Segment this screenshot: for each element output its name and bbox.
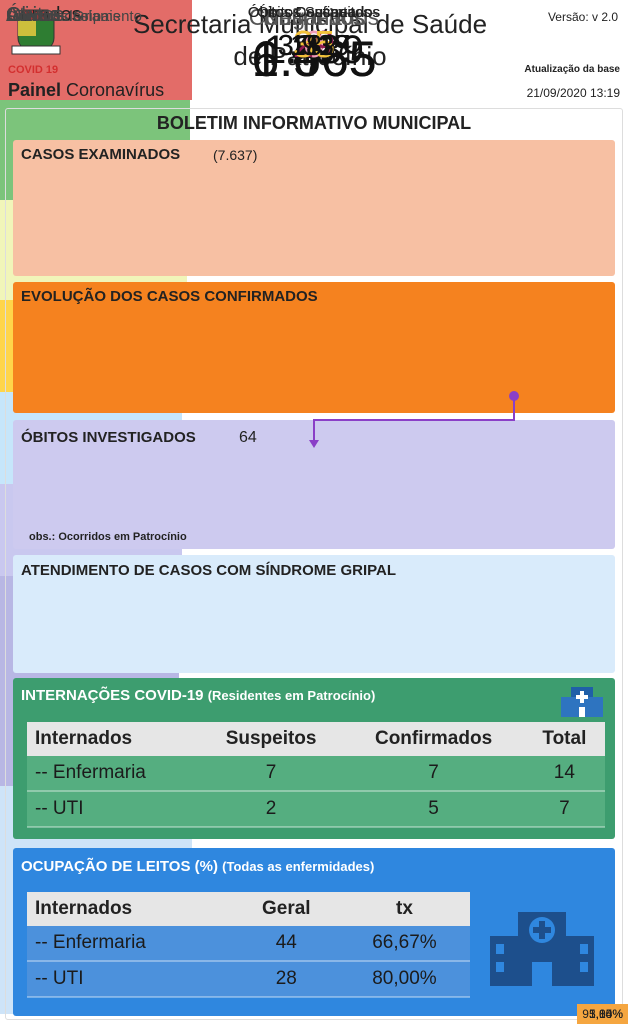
table-cell: -- UTI xyxy=(35,798,84,819)
atendimento-section: ATENDIMENTO DE CASOS COM SÍNDROME GRIPAL xyxy=(13,555,615,673)
hospital-icon xyxy=(561,687,603,717)
bulletin-title: BOLETIM INFORMATIVO MUNICIPAL xyxy=(156,113,472,133)
section-title: OCUPAÇÃO DE LEITOS (%) (Todas as enfermi… xyxy=(21,858,374,875)
card-label: Óbitos Confirmados xyxy=(247,4,381,21)
version: Versão: v 2.0 xyxy=(547,10,618,24)
card-pct: 1,85% xyxy=(588,1007,623,1021)
card-value: 182 xyxy=(289,30,339,62)
header-cell: tx xyxy=(396,898,413,919)
card-label: Suspeitos xyxy=(263,4,365,30)
card-label: Monitorados xyxy=(6,8,89,25)
card-value: 6.065 xyxy=(251,31,377,87)
subtitle: (Residentes em Patrocínio) xyxy=(207,688,376,703)
internacoes-section: INTERNAÇÕES COVID-19 (Residentes em Patr… xyxy=(13,678,615,839)
title-line: Secretaria Municipal de Saúde xyxy=(132,9,488,39)
table-cell: 80,00% xyxy=(372,968,437,989)
painel-bold: Painel xyxy=(8,80,62,100)
internacoes-table: Internados Suspeitos Confirmados Total -- En… xyxy=(27,722,605,828)
card-value: 35 xyxy=(292,24,336,66)
card-label: Sintomas Gripais xyxy=(6,8,121,25)
table-cell: 2 xyxy=(265,798,277,819)
title: OCUPAÇÃO DE LEITOS (%) xyxy=(21,858,218,875)
card-pct: 95,14% xyxy=(577,1004,628,1024)
table-row: -- Enfermaria 7 7 14 xyxy=(27,756,605,791)
card-value: 29 xyxy=(292,24,336,66)
table-cell: 44 xyxy=(275,932,297,953)
table-row: -- UTI 2 5 7 xyxy=(27,791,605,827)
table-row: -- Enfermaria 44 66,67% xyxy=(27,926,470,961)
header-cell: Geral xyxy=(261,898,311,919)
header-cell: Internados xyxy=(35,898,133,919)
section-title: ÓBITOS INVESTIGADOS xyxy=(21,429,196,446)
table-cell: -- Enfermaria xyxy=(35,932,146,953)
card-value: 29 xyxy=(291,28,337,72)
card-value: 1.489 xyxy=(263,28,365,72)
table-header: Internados Geral tx xyxy=(27,892,470,926)
card-label: Óbitos Suspeitos xyxy=(257,4,371,21)
table-cell: 14 xyxy=(553,762,575,783)
card-label: Óbitos Descartados xyxy=(248,4,380,21)
card-label: Negativos xyxy=(262,4,366,30)
note: obs.: Ocorridos em Patrocínio xyxy=(29,531,187,543)
card-value: 7 xyxy=(300,31,328,87)
section-title: CASOS EXAMINADOS xyxy=(21,146,181,163)
ocupacao-table: Internados Geral tx -- Enfermaria 44 66,67% --… xyxy=(27,892,470,998)
card-value: 3.737 xyxy=(277,30,351,62)
table-row: -- UTI 28 80,00% xyxy=(27,961,470,997)
section-title: INTERNAÇÕES COVID-19 (Residentes em Patr… xyxy=(21,687,375,704)
table-cell: 7 xyxy=(428,762,439,783)
painel: Painel Coronavírus xyxy=(8,80,164,101)
casos-section: CASOS EXAMINADOS (7.637) xyxy=(13,140,615,276)
connector xyxy=(309,391,519,448)
section-total: 64 xyxy=(239,429,257,446)
logo xyxy=(11,9,61,55)
ocupacao-section: OCUPAÇÃO DE LEITOS (%) (Todas as enfermi… xyxy=(13,848,615,1016)
card-value: 3.919 xyxy=(277,30,351,62)
table-cell: 7 xyxy=(559,798,570,819)
table-cell: 66,67% xyxy=(372,932,437,953)
card-label: Óbitos xyxy=(6,4,64,26)
covid-label: COVID 19 xyxy=(8,64,59,76)
table-cell: 7 xyxy=(265,762,277,783)
card-label: Confirmados xyxy=(248,4,380,30)
header-cell: Total xyxy=(542,728,587,749)
update-date: 21/09/2020 13:19 xyxy=(526,86,620,100)
header-cell: Suspeitos xyxy=(225,728,317,749)
header-cell: Internados xyxy=(35,728,133,749)
card-label: Curados xyxy=(6,4,82,26)
card-label: Liberado Isolamento xyxy=(6,8,142,25)
table-cell: 5 xyxy=(428,798,439,819)
evolucao-section: EVOLUÇÃO DOS CASOS CONFIRMADOS xyxy=(13,282,615,413)
table-cell: -- Enfermaria xyxy=(35,762,146,783)
table-cell: -- UTI xyxy=(35,968,84,989)
section-title: EVOLUÇÃO DOS CASOS CONFIRMADOS xyxy=(21,288,318,305)
table-cell: 28 xyxy=(275,968,297,989)
header-cell: Confirmados xyxy=(374,728,493,749)
header-title: Secretaria Municipal de Saúde de Patrocín… xyxy=(110,8,510,72)
card-pct: 3,00% xyxy=(588,1007,623,1021)
card-value: 47 xyxy=(291,28,337,72)
hospital-icon xyxy=(490,912,594,986)
title: INTERNAÇÕES COVID-19 xyxy=(21,687,204,704)
table-header: Internados Suspeitos Confirmados Total xyxy=(27,722,605,756)
title-line: de Patrocínio xyxy=(233,41,387,71)
card-value: 1.565 xyxy=(251,31,377,87)
section-total: (7.637) xyxy=(213,147,258,163)
painel-sub: Coronavírus xyxy=(66,80,165,100)
card-value: 0 xyxy=(303,24,325,66)
update-label: Atualização da base xyxy=(524,64,620,75)
card-label: Ativos xyxy=(6,4,61,26)
panel xyxy=(5,108,623,1020)
subtitle: (Todas as enfermidades) xyxy=(222,859,375,874)
section-title: ATENDIMENTO DE CASOS COM SÍNDROME GRIPAL xyxy=(21,562,397,579)
